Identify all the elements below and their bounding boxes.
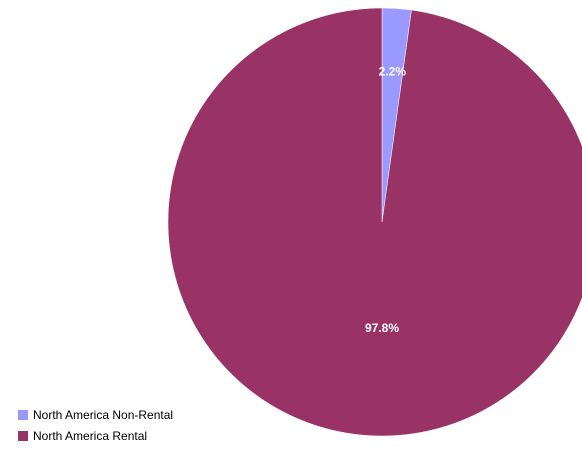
- legend-swatch-non-rental: [18, 410, 28, 420]
- legend-item-rental: North America Rental: [18, 426, 173, 446]
- pie-data-label-0: 2.2%: [379, 65, 407, 79]
- legend-label-non-rental: North America Non-Rental: [33, 408, 173, 422]
- legend-item-non-rental: North America Non-Rental: [18, 405, 173, 425]
- legend-label-rental: North America Rental: [33, 429, 147, 443]
- pie-data-label-1: 97.8%: [365, 321, 399, 335]
- pie-slice-1: [168, 8, 582, 436]
- pie-slices: [168, 8, 582, 436]
- legend: North America Non-Rental North America R…: [18, 405, 173, 447]
- legend-swatch-rental: [18, 431, 28, 441]
